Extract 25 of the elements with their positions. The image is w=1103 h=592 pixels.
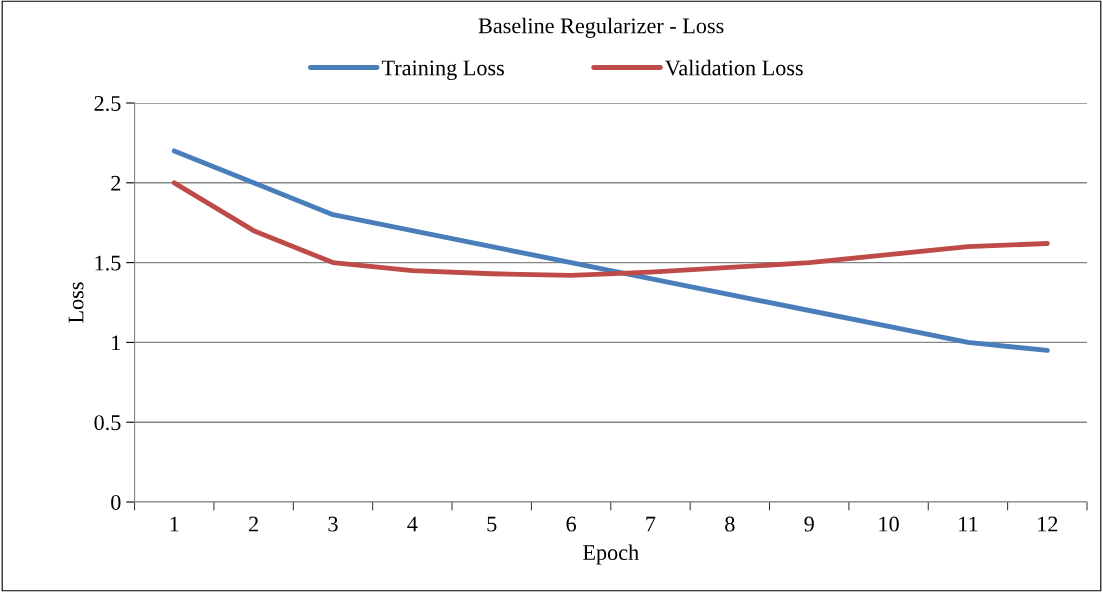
chart-title: Baseline Regularizer - Loss	[478, 17, 724, 38]
x-tick-label: 10	[879, 516, 899, 532]
y-tick-label: 1.5	[95, 255, 121, 271]
x-tick-label: 7	[646, 516, 656, 532]
legend-label: Training Loss	[381, 60, 504, 81]
y-axis-title: Loss	[68, 282, 84, 323]
line-series	[171, 148, 1050, 353]
line-series	[171, 180, 1050, 278]
x-axis-title: Epoch	[583, 544, 639, 565]
y-tick-label: 0.5	[94, 415, 121, 431]
x-tick-label: 1	[170, 516, 179, 532]
y-tick-label: 1	[112, 335, 121, 351]
legend-label: Validation Loss	[665, 59, 803, 76]
y-tick-label: 2.5	[94, 96, 121, 112]
x-tick-label: 9	[804, 516, 814, 532]
x-tick-label: 8	[725, 516, 735, 532]
x-tick-label: 3	[328, 516, 338, 532]
x-tick-label: 5	[487, 516, 497, 532]
x-tick-label: 12	[1038, 516, 1058, 532]
x-tick-label: 2	[249, 516, 258, 532]
x-tick-label: 11	[959, 516, 978, 532]
x-tick-label: 4	[407, 516, 418, 532]
y-tick-label: 0	[111, 494, 121, 510]
x-tick-label: 6	[566, 516, 576, 532]
y-tick-label: 2	[111, 175, 121, 191]
